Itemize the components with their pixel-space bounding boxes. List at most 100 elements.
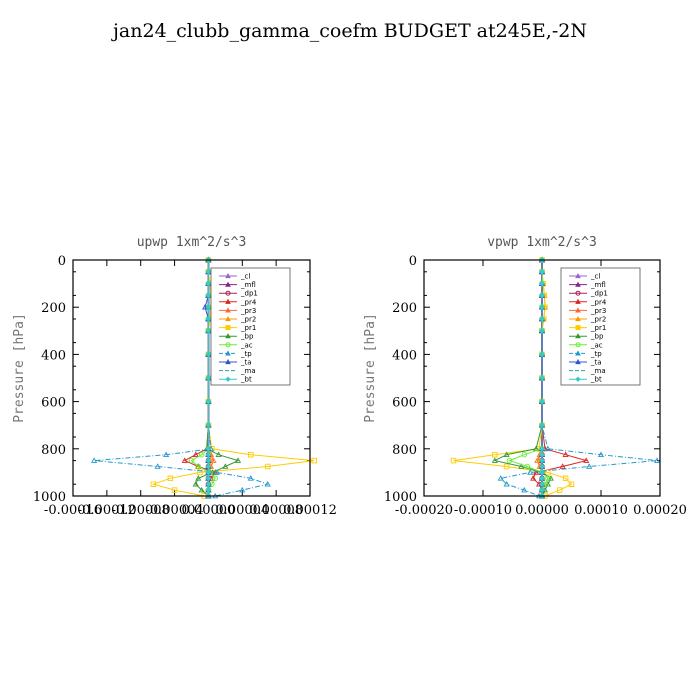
y-tick-label: 800 xyxy=(41,443,66,458)
legend-label: _pr4 xyxy=(240,298,257,306)
legend-label: _ta xyxy=(240,359,252,367)
legend-label: _ac xyxy=(590,341,603,349)
legend-label: _ta xyxy=(590,359,602,367)
legend-label: _pr1 xyxy=(240,324,256,332)
legend-label: _bt xyxy=(590,376,602,384)
data-point-bt xyxy=(205,451,212,458)
data-point-pr1 xyxy=(568,481,575,487)
legend-marker xyxy=(575,358,581,365)
y-tick-label: 0 xyxy=(58,254,66,269)
data-point-tp xyxy=(527,469,534,475)
data-point-pr1 xyxy=(248,451,254,458)
data-point-pr1 xyxy=(545,469,551,476)
data-point-bp xyxy=(198,486,205,493)
data-point-bt xyxy=(205,351,212,358)
panel-title: upwp 1xm^2/s^3 xyxy=(137,235,247,250)
data-point-pr4 xyxy=(181,457,188,463)
data-point-bt xyxy=(205,304,212,311)
data-point-bt xyxy=(539,268,545,275)
y-tick-label: 600 xyxy=(392,396,417,411)
data-point-pr1 xyxy=(171,487,178,493)
legend-marker xyxy=(225,350,231,356)
data-point-tp xyxy=(247,475,254,481)
data-point-bt xyxy=(205,422,212,429)
data-point-pr4 xyxy=(559,463,566,469)
y-tick-label: 600 xyxy=(41,396,66,411)
data-point-pr4 xyxy=(583,457,590,463)
y-tick-label: 200 xyxy=(392,301,417,316)
data-point-tp xyxy=(653,457,661,463)
data-point-ac xyxy=(212,475,218,482)
y-tick-label: 0 xyxy=(409,254,417,269)
x-tick-label: 0.00008 xyxy=(249,503,303,518)
data-point-bt xyxy=(539,445,545,452)
y-tick-label: 200 xyxy=(41,301,66,316)
legend-label: _cl xyxy=(590,273,600,281)
legend: _cl_mfl_dp1_pr4_pr3_pr2_pr1_bp_ac_tp_ta_… xyxy=(210,267,291,386)
legend-label: _tp xyxy=(240,350,252,358)
legend-marker xyxy=(575,272,581,279)
x-tick-label: 0.00012 xyxy=(283,503,337,518)
data-point-pr1 xyxy=(197,469,203,476)
y-axis-label: Pressure [hPa] xyxy=(12,313,27,423)
panel-1: upwp 1xm^2/s^3 Pressure [hPa] 0 200 400 600 80… xyxy=(12,235,337,518)
x-tick-label: -0.00020 xyxy=(395,503,453,518)
legend-label: _pr4 xyxy=(590,298,607,306)
data-point-pr1 xyxy=(167,475,174,482)
data-point-bp xyxy=(215,451,222,457)
panel-title: vpwp 1xm^2/s^3 xyxy=(487,235,597,250)
data-point-bt xyxy=(205,398,212,405)
data-point-pr1 xyxy=(264,463,271,470)
x-tick-label: -0.00012 xyxy=(78,503,136,518)
x-tick-label: -0.00004 xyxy=(145,503,203,518)
data-point-ac xyxy=(545,475,551,482)
data-point-bt xyxy=(539,487,545,494)
legend-label: _pr1 xyxy=(590,324,606,332)
data-point-bt xyxy=(205,457,212,464)
data-point-bt xyxy=(205,463,212,470)
data-point-bp xyxy=(234,457,242,463)
data-point-bt xyxy=(539,327,545,334)
data-point-bp xyxy=(547,475,554,481)
legend-marker xyxy=(575,307,581,313)
data-point-bt xyxy=(539,422,545,429)
data-point-bt xyxy=(205,475,212,482)
data-point-bt xyxy=(539,451,545,458)
data-point-tp xyxy=(264,480,271,487)
legend-label: _bp xyxy=(240,333,254,341)
legend-label: _bp xyxy=(590,333,604,341)
data-point-bt xyxy=(205,487,212,494)
legend-marker xyxy=(575,376,581,382)
data-point-bt xyxy=(539,475,545,482)
legend-marker xyxy=(575,281,581,287)
legend-label: _pr2 xyxy=(590,316,606,324)
legend-marker xyxy=(225,333,231,339)
legend-marker xyxy=(225,272,231,279)
legend-label: _cl xyxy=(240,273,250,281)
legend-marker xyxy=(225,281,231,287)
data-point-bp xyxy=(195,475,202,481)
x-tick-label: -0.00008 xyxy=(112,503,170,518)
x-tick-label: -0.00016 xyxy=(44,503,102,518)
x-tick-label: 0.00004 xyxy=(215,503,269,518)
data-point-bt xyxy=(539,463,545,470)
data-point-bt xyxy=(205,292,212,299)
data-point-bt xyxy=(205,481,212,488)
data-point-bp xyxy=(518,463,525,469)
data-point-tp xyxy=(544,445,551,452)
x-tick-label: 0.00010 xyxy=(574,503,628,518)
data-point-ac xyxy=(195,463,202,470)
data-point-bp xyxy=(503,451,510,457)
data-point-bt xyxy=(205,280,212,287)
x-tick-label: 0.00000 xyxy=(515,503,569,518)
data-point-tp xyxy=(91,457,98,463)
data-point-tp xyxy=(154,463,161,469)
legend-label: _ac xyxy=(240,341,253,349)
plot-frame xyxy=(72,259,311,497)
panel-2: vpwp 1xm^2/s^3 Pressure [hPa] 0 200 400 600 80… xyxy=(363,235,687,518)
y-axis-label: Pressure [hPa] xyxy=(363,313,378,423)
y-tick-label: 1000 xyxy=(33,490,66,505)
legend-marker xyxy=(225,325,231,331)
data-point-bt xyxy=(539,304,545,311)
data-point-bt xyxy=(539,292,545,299)
